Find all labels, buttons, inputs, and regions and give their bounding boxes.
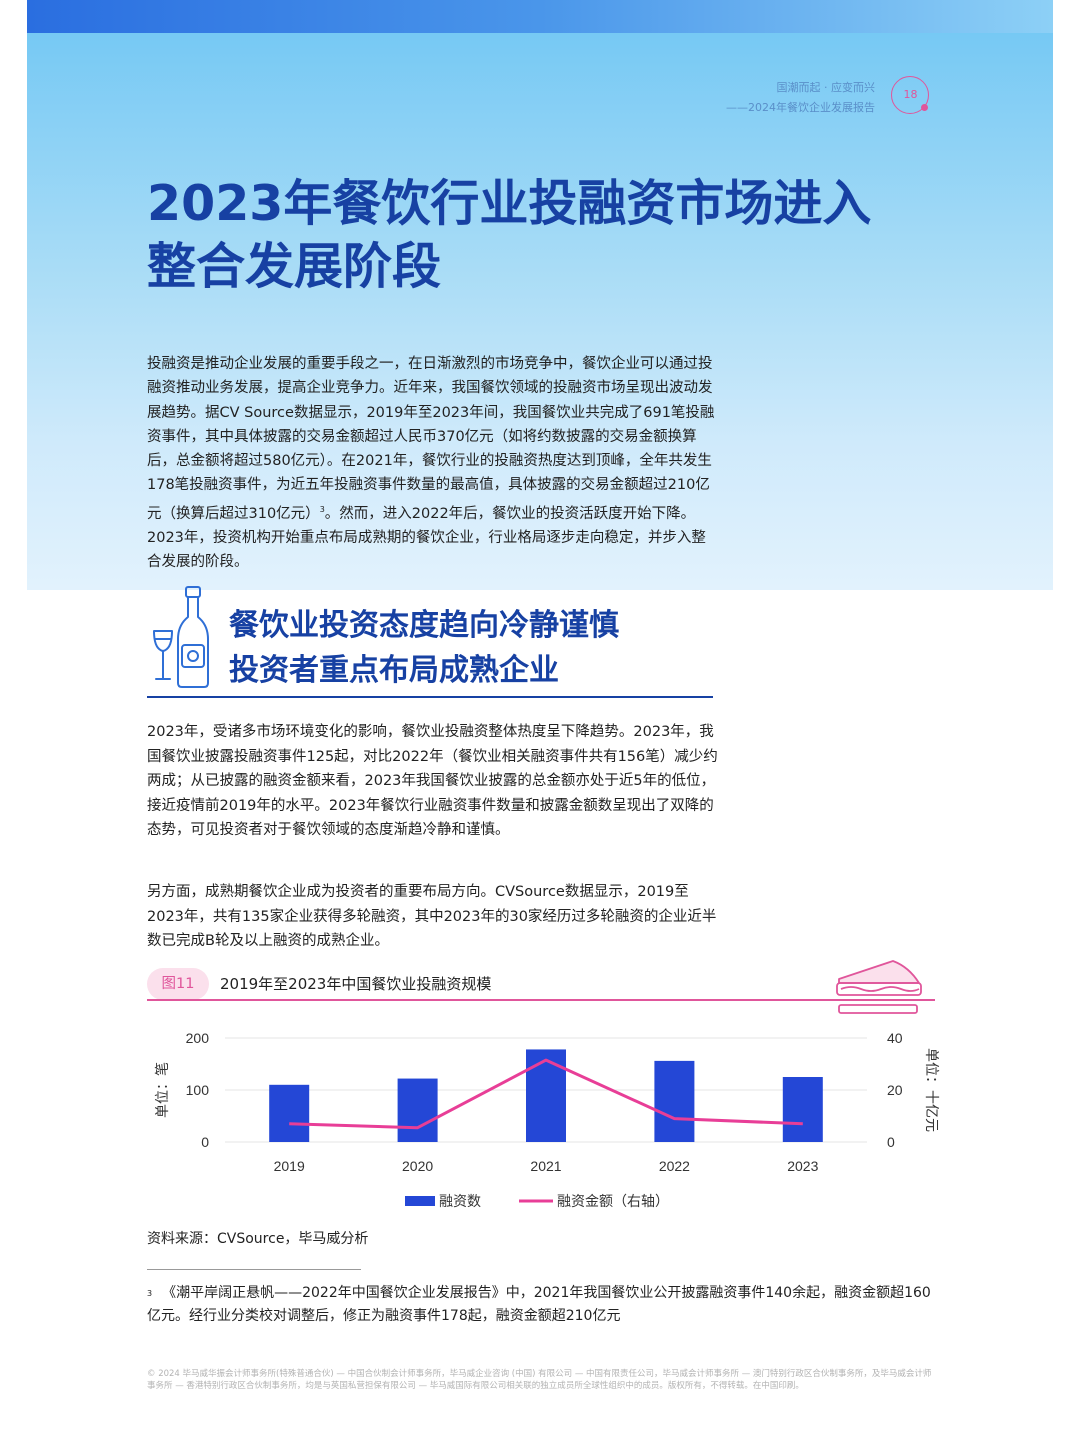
top-color-band: [27, 0, 1053, 33]
footnote-divider: [147, 1269, 361, 1270]
hero-background: [27, 0, 1053, 590]
section-title-line2: 投资者重点布局成熟企业: [229, 653, 559, 688]
body-paragraph-2: 另方面，成熟期餐饮企业成为投资者的重要布局方向。CVSource数据显示，201…: [147, 884, 717, 949]
bar-2020: [397, 1078, 438, 1142]
legend-label-line: 融资金额（右轴）: [557, 1194, 669, 1210]
y-right-tick-label: 40: [887, 1030, 903, 1046]
footnote-marker: 3: [147, 1289, 153, 1298]
y-left-tick-label: 0: [201, 1134, 209, 1150]
bar-2019: [269, 1084, 310, 1142]
legend-swatch-bar: [405, 1196, 435, 1206]
bar-2022: [654, 1060, 695, 1142]
x-tick-label: 2019: [274, 1158, 305, 1174]
page-number-badge: 18: [889, 74, 933, 118]
running-header-line2: ——2024年餐饮企业发展报告: [726, 101, 875, 114]
figure-divider: [147, 999, 935, 1001]
page-number-circle-icon: [891, 76, 929, 114]
line-series-amount: [289, 1058, 803, 1130]
y-left-tick-label: 100: [186, 1082, 210, 1098]
x-tick-label: 2020: [402, 1158, 433, 1174]
running-header-line1: 国潮而起 · 应变而兴: [776, 81, 876, 94]
footnote-text: 《潮平岸阔正悬帆——2022年中国餐饮企业发展报告》中，2021年我国餐饮业公开…: [147, 1285, 931, 1324]
intro-text: 投融资是推动企业发展的重要手段之一，在日渐激烈的市场竞争中，餐饮企业可以通过投融…: [147, 356, 715, 522]
intro-text-continued: 。然而，进入2022年后，餐饮业的投资活跃度开始下降。2023年，投资机构开始重…: [147, 505, 706, 571]
page-number-dot-icon: [921, 104, 928, 111]
y-left-axis-label: 单位：笔: [155, 1062, 171, 1118]
running-header: 国潮而起 · 应变而兴 ——2024年餐饮企业发展报告: [726, 78, 875, 118]
investment-chart: 0 100 200 0 20 40 单位：笔 单位：十亿元 2019 2020 2021 2022 20…: [155, 1030, 939, 1210]
y-right-tick-label: 20: [887, 1082, 903, 1098]
section-title-line1: 餐饮业投资态度趋向冷静谨慎: [229, 608, 619, 643]
y-right-tick-label: 0: [887, 1134, 895, 1150]
legal-notice: © 2024 毕马威华振会计师事务所(特殊普通合伙) — 中国合伙制会计师事务所…: [147, 1369, 932, 1391]
section-divider: [147, 696, 713, 698]
x-tick-label: 2023: [787, 1158, 818, 1174]
cake-slice-icon: [836, 960, 922, 1014]
bar-2021: [526, 1049, 566, 1142]
page-title-line1: 2023年餐饮行业投融资市场进入: [147, 175, 872, 232]
bar-2023: [782, 1077, 823, 1142]
x-tick-label: 2022: [659, 1158, 690, 1174]
y-left-tick-label: 200: [186, 1030, 210, 1046]
y-right-axis-label: 单位：十亿元: [923, 1048, 939, 1132]
section-title: 餐饮业投资态度趋向冷静谨慎 投资者重点布局成熟企业: [229, 603, 749, 693]
intro-paragraph: 投融资是推动企业发展的重要手段之一，在日渐激烈的市场竞争中，餐饮企业可以通过投融…: [147, 352, 715, 575]
figure-source: 资料来源：CVSource，毕马威分析: [147, 1231, 369, 1247]
footnote: 3 《潮平岸阔正悬帆——2022年中国餐饮企业发展报告》中，2021年我国餐饮业公…: [147, 1282, 937, 1328]
figure-title: 2019年至2023年中国餐饮业投融资规模: [220, 975, 492, 993]
page-title-line2: 整合发展阶段: [147, 238, 442, 295]
page-title: 2023年餐饮行业投融资市场进入 整合发展阶段: [147, 172, 947, 298]
legend-label-bar: 融资数: [439, 1194, 481, 1210]
page-number: 18: [903, 88, 918, 101]
body-paragraph-1: 2023年，受诸多市场环境变化的影响，餐饮业投融资整体热度呈下降趋势。2023年…: [147, 724, 718, 838]
figure-tag: 图11: [147, 968, 209, 1000]
wine-bottle-icon: [153, 586, 209, 688]
x-tick-label: 2021: [530, 1158, 561, 1174]
footnote-reference: 3: [319, 504, 325, 514]
